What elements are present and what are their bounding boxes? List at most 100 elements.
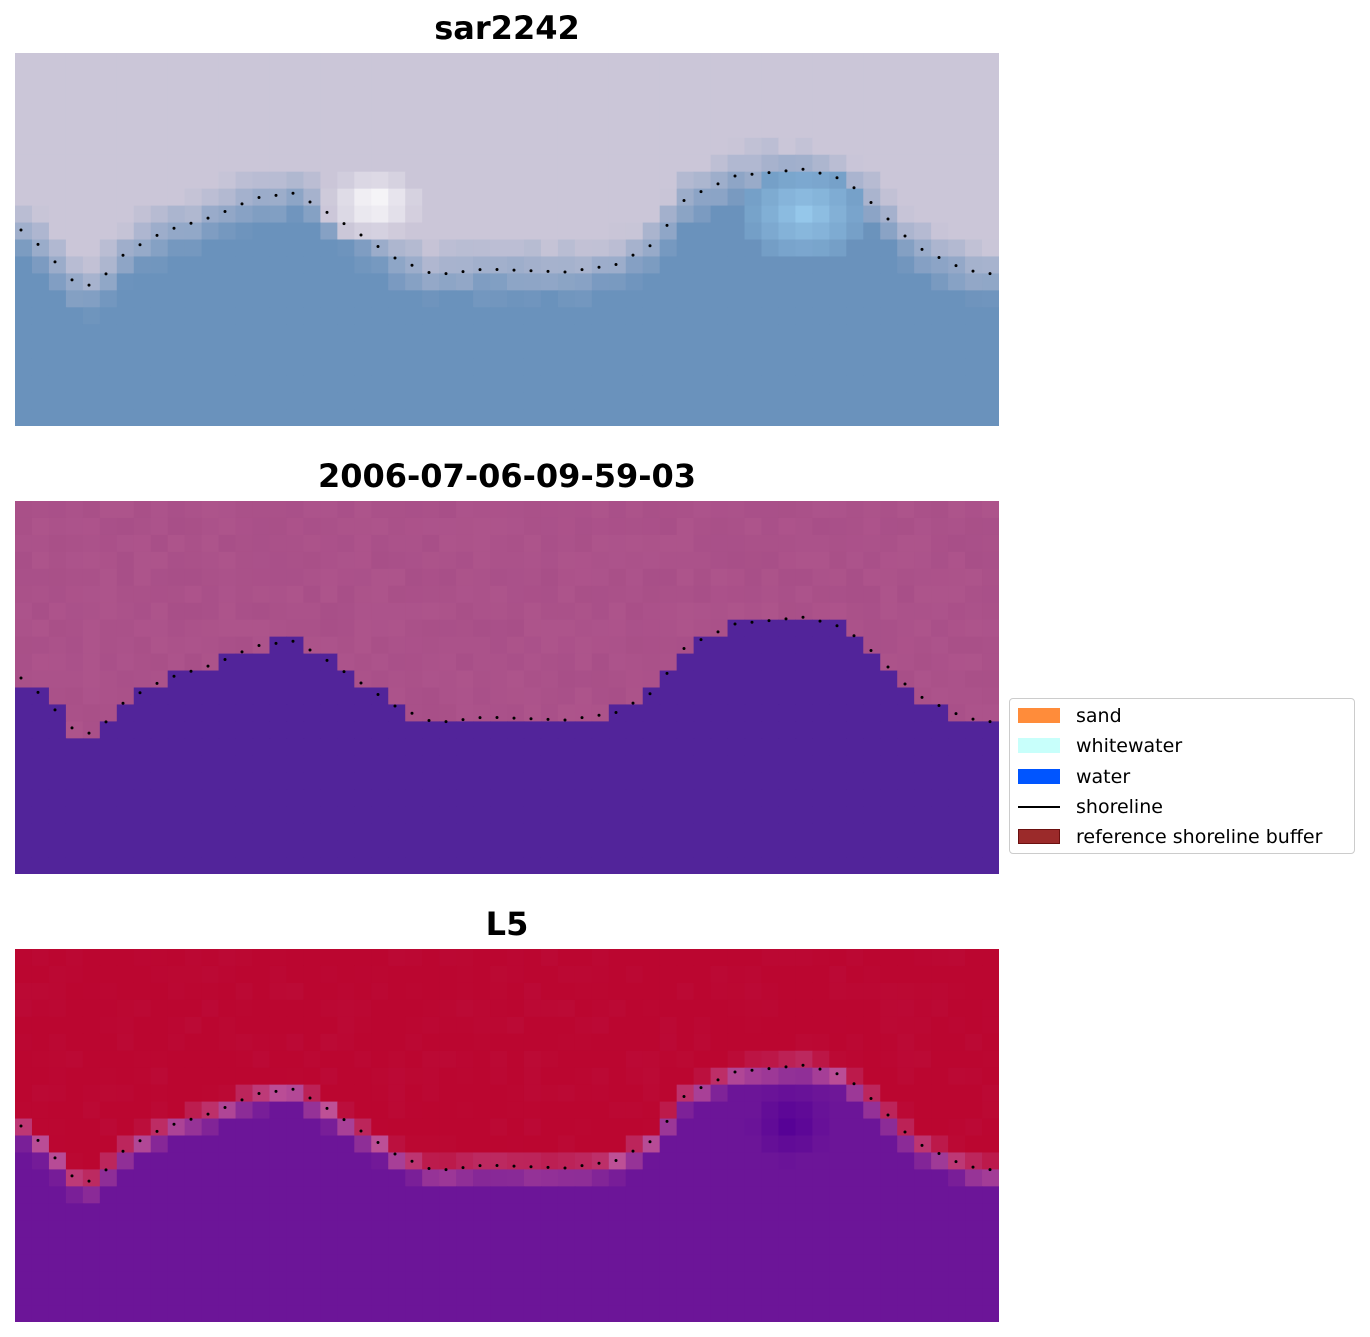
shoreline-dot bbox=[240, 1098, 244, 1102]
shoreline-dot bbox=[512, 268, 516, 272]
shoreline-dot bbox=[750, 172, 754, 176]
shoreline-dot bbox=[903, 1130, 907, 1134]
shoreline-dot bbox=[172, 674, 176, 678]
shoreline-dot bbox=[988, 1168, 992, 1172]
shoreline-dot bbox=[376, 245, 380, 249]
shoreline-dot bbox=[427, 718, 431, 722]
shoreline-dot bbox=[342, 670, 346, 674]
shoreline-dot bbox=[597, 713, 601, 717]
shoreline-dot bbox=[87, 731, 91, 735]
shoreline-dot bbox=[410, 711, 414, 715]
shoreline-dot bbox=[257, 196, 261, 199]
shoreline-dot bbox=[495, 715, 499, 719]
shoreline-dot bbox=[138, 1139, 142, 1143]
shoreline-dot bbox=[614, 262, 618, 266]
shoreline-dot bbox=[257, 644, 261, 647]
shoreline-dot bbox=[954, 264, 958, 268]
shoreline-dot bbox=[648, 692, 652, 696]
shoreline-dot bbox=[189, 1117, 193, 1121]
shoreline-dot bbox=[869, 1097, 873, 1101]
shoreline-dot bbox=[461, 270, 465, 274]
shoreline-dot bbox=[886, 217, 890, 221]
shoreline-dot bbox=[920, 695, 924, 699]
shoreline-dot bbox=[920, 1143, 924, 1147]
shoreline-dot bbox=[206, 216, 210, 220]
shoreline-dot bbox=[461, 718, 465, 722]
shoreline-dot bbox=[716, 1078, 720, 1082]
shoreline-dot bbox=[580, 268, 584, 272]
shoreline-dot bbox=[138, 243, 142, 247]
shoreline-dot bbox=[750, 620, 754, 624]
shoreline-dot bbox=[971, 269, 975, 273]
legend-label-reference-buffer: reference shoreline buffer bbox=[1076, 826, 1323, 848]
shoreline-dot bbox=[886, 665, 890, 669]
shoreline-dot bbox=[495, 1163, 499, 1167]
shoreline-dot bbox=[444, 720, 448, 724]
shoreline-dot bbox=[70, 726, 74, 730]
shoreline-dot bbox=[53, 1156, 57, 1160]
shoreline-dot bbox=[53, 260, 57, 264]
shoreline-dot bbox=[818, 1067, 822, 1071]
panel-title-2: 2006-07-06-09-59-03 bbox=[317, 457, 697, 495]
shoreline-dot bbox=[104, 1168, 108, 1172]
shoreline-dot bbox=[121, 253, 125, 257]
shoreline-dot bbox=[954, 712, 958, 716]
shoreline-dot bbox=[36, 242, 40, 246]
shoreline-dot bbox=[733, 622, 737, 626]
shoreline-dot bbox=[342, 1118, 346, 1122]
shoreline-dot bbox=[988, 720, 992, 724]
shoreline-dot bbox=[359, 233, 363, 237]
legend-item-water: water bbox=[1010, 761, 1354, 791]
shoreline-dot bbox=[87, 283, 91, 287]
shoreline-dot bbox=[223, 1106, 227, 1109]
shoreline-dot bbox=[104, 720, 108, 724]
shoreline-dot bbox=[529, 717, 533, 721]
shoreline-dot bbox=[852, 186, 856, 190]
shoreline-dot bbox=[665, 671, 669, 675]
shoreline-dot bbox=[36, 1138, 40, 1142]
shoreline-dot bbox=[546, 269, 550, 273]
shoreline-dot bbox=[682, 198, 686, 202]
shoreline-dot bbox=[325, 210, 329, 214]
shoreline-dot bbox=[903, 682, 907, 686]
panel-title-3: L5 bbox=[485, 905, 529, 943]
shoreline-dot bbox=[767, 171, 771, 175]
shoreline-dot bbox=[36, 690, 40, 694]
shoreline-dot bbox=[53, 708, 57, 712]
shoreline-dot bbox=[427, 1166, 431, 1170]
shoreline-dot bbox=[427, 270, 431, 274]
legend-label-water: water bbox=[1076, 766, 1131, 788]
shoreline-dot bbox=[512, 716, 516, 720]
shoreline-dot bbox=[478, 716, 482, 720]
shoreline-dot bbox=[580, 716, 584, 720]
shoreline-dot bbox=[750, 1068, 754, 1072]
shoreline-dot bbox=[903, 234, 907, 238]
legend-item-reference-buffer: reference shoreline buffer bbox=[1010, 821, 1354, 851]
shoreline-dot bbox=[223, 658, 227, 661]
shoreline-dot bbox=[682, 1094, 686, 1098]
shoreline-dot bbox=[376, 693, 380, 697]
shoreline-dot bbox=[784, 169, 788, 173]
shoreline-dot bbox=[478, 268, 482, 272]
shoreline-dot bbox=[393, 1152, 397, 1156]
shoreline-dot bbox=[155, 681, 159, 685]
shoreline-dot bbox=[189, 669, 193, 673]
water-index-image bbox=[15, 949, 999, 1322]
shoreline-dot bbox=[359, 681, 363, 685]
shoreline-dot bbox=[563, 270, 567, 274]
shoreline-dot bbox=[461, 1166, 465, 1170]
shoreline-dot bbox=[308, 1096, 312, 1100]
shoreline-dot bbox=[835, 176, 839, 180]
shoreline-dot bbox=[87, 1179, 91, 1183]
shoreline-dot bbox=[835, 1072, 839, 1076]
shoreline-dot bbox=[954, 1160, 958, 1164]
shoreline-dot bbox=[648, 244, 652, 248]
shoreline-dot bbox=[495, 267, 499, 271]
shoreline-dot bbox=[818, 171, 822, 175]
shoreline-dot bbox=[852, 1082, 856, 1086]
whitewater-swatch bbox=[1018, 738, 1060, 753]
shoreline-dot bbox=[291, 639, 295, 643]
shoreline-dot bbox=[546, 717, 550, 721]
shoreline-dot bbox=[563, 1166, 567, 1170]
legend-label-whitewater: whitewater bbox=[1076, 735, 1183, 757]
